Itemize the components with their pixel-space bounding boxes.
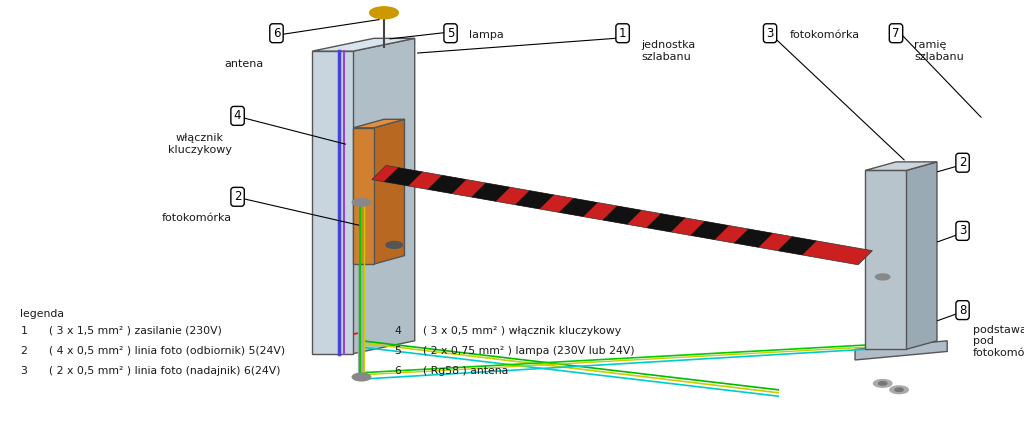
Polygon shape	[374, 119, 404, 264]
Text: podstawa
pod
fotokomórkę: podstawa pod fotokomórkę	[973, 325, 1024, 358]
Polygon shape	[778, 236, 816, 255]
Text: włącznik
kluczykowy: włącznik kluczykowy	[168, 133, 231, 155]
Circle shape	[370, 7, 398, 19]
Text: 3: 3	[958, 225, 967, 237]
Text: 2: 2	[958, 156, 967, 169]
Text: ( 4 x 0,5 mm² ) linia foto (odbiornik) 5(24V): ( 4 x 0,5 mm² ) linia foto (odbiornik) 5…	[49, 346, 286, 356]
Polygon shape	[646, 213, 685, 232]
Polygon shape	[734, 229, 773, 248]
Text: ramię
szlabanu: ramię szlabanu	[914, 40, 965, 62]
Circle shape	[876, 274, 890, 280]
Text: 2: 2	[233, 190, 242, 203]
Polygon shape	[603, 206, 641, 225]
Circle shape	[352, 373, 371, 381]
Circle shape	[352, 199, 371, 206]
Polygon shape	[515, 190, 554, 209]
Text: legenda: legenda	[20, 309, 65, 319]
Polygon shape	[372, 165, 872, 265]
Polygon shape	[906, 162, 937, 349]
Text: 5: 5	[394, 346, 401, 356]
Text: 2: 2	[20, 346, 28, 356]
Text: lampa: lampa	[469, 30, 504, 40]
Polygon shape	[312, 51, 353, 354]
Circle shape	[386, 242, 402, 248]
Text: ( Rg58 ) antena: ( Rg58 ) antena	[423, 366, 508, 376]
Text: 5: 5	[446, 27, 455, 40]
Text: ( 2 x 0,75 mm² ) lampa (230V lub 24V): ( 2 x 0,75 mm² ) lampa (230V lub 24V)	[423, 346, 635, 356]
Polygon shape	[690, 221, 729, 240]
Text: 1: 1	[20, 326, 28, 336]
Text: 4: 4	[394, 326, 401, 336]
Polygon shape	[855, 341, 947, 360]
Polygon shape	[384, 167, 423, 186]
Text: 3: 3	[766, 27, 774, 40]
Text: 3: 3	[20, 366, 28, 376]
Text: ( 3 x 1,5 mm² ) zasilanie (230V): ( 3 x 1,5 mm² ) zasilanie (230V)	[49, 326, 222, 336]
Polygon shape	[353, 128, 374, 264]
Polygon shape	[559, 198, 598, 217]
Polygon shape	[865, 162, 937, 170]
Polygon shape	[471, 183, 510, 201]
Text: ( 2 x 0,5 mm² ) linia foto (nadajnik) 6(24V): ( 2 x 0,5 mm² ) linia foto (nadajnik) 6(…	[49, 366, 281, 376]
Text: ( 3 x 0,5 mm² ) włącznik kluczykowy: ( 3 x 0,5 mm² ) włącznik kluczykowy	[423, 326, 621, 336]
Circle shape	[879, 382, 887, 385]
Text: 7: 7	[892, 27, 900, 40]
Text: fotokomórka: fotokomórka	[162, 213, 231, 223]
Polygon shape	[312, 38, 415, 51]
Text: antena: antena	[224, 59, 263, 69]
Polygon shape	[353, 119, 404, 128]
Polygon shape	[428, 175, 466, 194]
Text: 8: 8	[958, 304, 967, 317]
Polygon shape	[865, 170, 906, 349]
Text: 1: 1	[618, 27, 627, 40]
Polygon shape	[353, 38, 415, 354]
Text: fotokomórka: fotokomórka	[790, 30, 859, 40]
Text: 6: 6	[272, 27, 281, 40]
Circle shape	[895, 388, 903, 391]
Circle shape	[873, 380, 892, 387]
Text: 4: 4	[233, 109, 242, 122]
Text: jednostka
szlabanu: jednostka szlabanu	[641, 40, 695, 62]
Text: 6: 6	[394, 366, 401, 376]
Circle shape	[890, 386, 908, 394]
